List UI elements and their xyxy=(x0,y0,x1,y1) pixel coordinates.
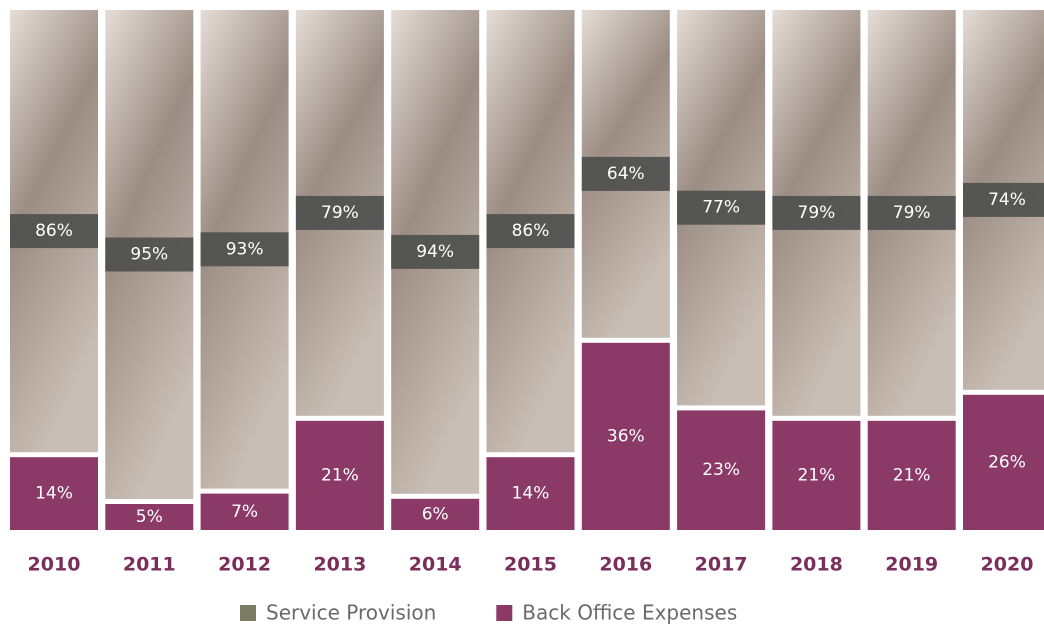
label-box xyxy=(105,237,194,272)
value-label: 93% xyxy=(226,239,264,259)
value-label: 86% xyxy=(512,221,550,241)
x-tick-label: 2019 xyxy=(885,554,938,576)
value-label: 95% xyxy=(130,245,168,265)
value-label: 74% xyxy=(988,190,1026,210)
label-box xyxy=(486,214,575,249)
x-tick-label: 2015 xyxy=(504,554,557,576)
back-office-bar xyxy=(581,342,670,530)
value-label: 77% xyxy=(702,198,740,218)
value-label: 64% xyxy=(607,164,645,184)
value-label: 7% xyxy=(231,502,258,522)
x-tick-label: 2018 xyxy=(790,554,843,576)
back-office-bar xyxy=(772,420,861,530)
back-office-bar xyxy=(391,498,480,530)
legend-swatch xyxy=(240,605,256,621)
value-label: 26% xyxy=(988,452,1026,472)
x-tick-label: 2010 xyxy=(28,554,81,576)
x-tick-label: 2011 xyxy=(123,554,176,576)
value-label: 94% xyxy=(416,242,454,262)
value-label: 21% xyxy=(321,465,359,485)
x-tick-label: 2017 xyxy=(695,554,748,576)
x-tick-label: 2013 xyxy=(313,554,366,576)
back-office-bar xyxy=(295,420,384,530)
legend-label: Back Office Expenses xyxy=(522,601,737,625)
back-office-bar xyxy=(867,420,956,530)
value-label: 79% xyxy=(798,203,836,223)
back-office-bar xyxy=(677,410,766,530)
x-tick-label: 2012 xyxy=(218,554,271,576)
back-office-bar xyxy=(486,457,575,530)
legend-label: Service Provision xyxy=(266,601,436,625)
value-label: 79% xyxy=(893,203,931,223)
value-label: 14% xyxy=(512,484,550,504)
x-tick-label: 2014 xyxy=(409,554,462,576)
back-office-bar xyxy=(963,394,1044,530)
back-office-bar xyxy=(200,493,289,530)
back-office-bar xyxy=(10,457,98,530)
label-box xyxy=(772,195,861,230)
label-box xyxy=(963,182,1044,217)
value-label: 6% xyxy=(422,504,449,524)
back-office-bar xyxy=(105,504,194,530)
label-box xyxy=(391,234,480,269)
value-label: 21% xyxy=(798,465,836,485)
label-box xyxy=(295,195,384,230)
value-label: 5% xyxy=(136,507,163,527)
legend-swatch xyxy=(496,605,513,621)
label-box xyxy=(200,232,289,267)
value-label: 14% xyxy=(35,484,73,504)
label-box xyxy=(10,214,98,249)
value-label: 79% xyxy=(321,203,359,223)
x-tick-label: 2016 xyxy=(599,554,652,576)
label-box xyxy=(677,190,766,225)
x-tick-label: 2020 xyxy=(981,554,1034,576)
value-label: 21% xyxy=(893,465,931,485)
value-label: 36% xyxy=(607,426,645,446)
value-label: 23% xyxy=(702,460,740,480)
value-label: 86% xyxy=(35,221,73,241)
label-box xyxy=(867,195,956,230)
label-box xyxy=(581,156,670,191)
